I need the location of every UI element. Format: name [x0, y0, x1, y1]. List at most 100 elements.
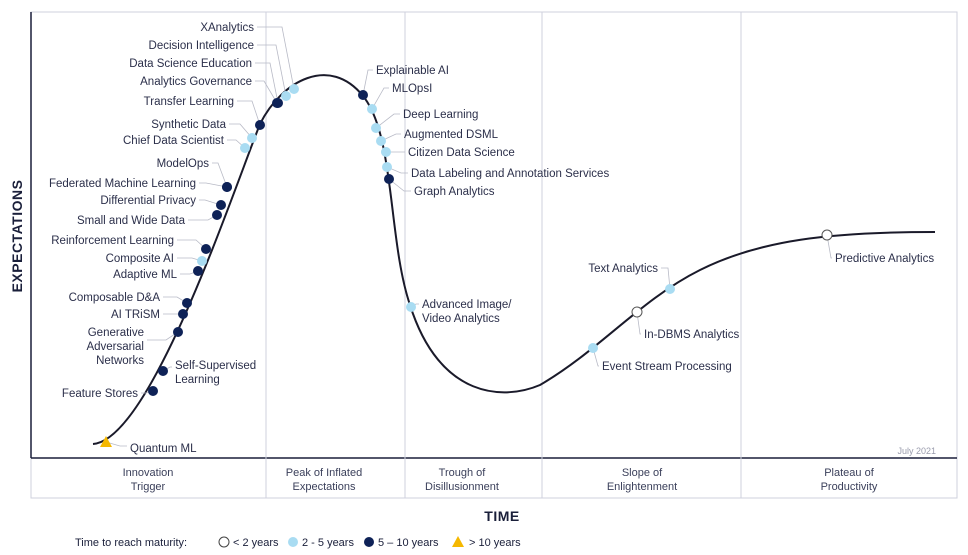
leader-explainable-ai [362, 69, 373, 96]
marker-text-analytics [665, 284, 675, 294]
label-federated-machine-learning: Federated Machine Learning [49, 178, 196, 190]
label-augmented-dsml: Augmented DSML [404, 129, 499, 141]
label-self-supervised-learning: Self-Supervised Learning [175, 360, 256, 386]
marker-augmented-dsml [376, 136, 386, 146]
marker-event-stream-processing [588, 343, 598, 353]
leader-text-analytics [661, 267, 671, 290]
label-event-stream-processing: Event Stream Processing [602, 361, 732, 373]
legend-lt2-label: < 2 years [233, 537, 279, 549]
label-synthetic-data: Synthetic Data [151, 119, 226, 131]
label-xanalytics: XAnalytics [200, 22, 254, 34]
marker-xanalytics [289, 84, 299, 94]
legend-gt10-marker [452, 536, 464, 547]
label-explainable-ai: Explainable AI [376, 65, 449, 77]
phase-peak-line2: Expectations [293, 481, 356, 493]
label-feature-stores: Feature Stores [62, 388, 138, 400]
phase-labels: Innovation Trigger Peak of Inflated Expe… [123, 467, 878, 493]
legend-5to10-label: 5 – 10 years [378, 537, 439, 549]
leader-xanalytics [257, 26, 295, 90]
marker-layer [100, 84, 833, 447]
label-differential-privacy: Differential Privacy [100, 195, 196, 207]
leader-mlopsi [371, 87, 389, 110]
legend-lt2-marker [218, 536, 230, 548]
label-layer: XAnalytics Decision Intelligence Data Scie… [49, 22, 934, 455]
marker-small-and-wide-data [212, 210, 222, 220]
label-composable-d-a: Composable D&A [69, 292, 161, 304]
leader-quantum-ml [105, 441, 127, 447]
marker-chief-data-scientist [240, 143, 250, 153]
label-citizen-data-science: Citizen Data Science [408, 147, 515, 159]
leader-modelops [212, 162, 228, 188]
marker-adaptive-ml [193, 266, 203, 276]
leader-decision-intelligence [257, 44, 287, 97]
leader-graph-analytics [388, 178, 411, 192]
y-axis-title: EXPECTATIONS [9, 180, 25, 293]
label-generative-adversarial-networks: Generative Adversarial Networks [86, 327, 144, 367]
leader-federated-machine-learning [199, 182, 228, 188]
leader-synthetic-data [229, 123, 253, 139]
marker-advanced-image-video-analytics [406, 302, 416, 312]
marker-self-supervised-learning [158, 366, 168, 376]
phase-plateau-line1: Plateau of [824, 467, 874, 479]
marker-composable-d-a [182, 298, 192, 308]
legend-gt10-label: > 10 years [469, 537, 521, 549]
legend-5to10-marker [364, 537, 374, 547]
leader-augmented-dsml [380, 133, 401, 142]
label-transfer-learning: Transfer Learning [144, 96, 234, 108]
label-analytics-governance: Analytics Governance [140, 76, 252, 88]
marker-generative-adversarial-networks [173, 327, 183, 337]
marker-synthetic-data [247, 133, 257, 143]
leader-data-labeling-and-annotation-services [386, 166, 408, 174]
legend-2to5-marker [288, 537, 298, 547]
marker-in-dbms-analytics [631, 306, 643, 318]
label-decision-intelligence: Decision Intelligence [149, 40, 254, 52]
label-advanced-image-video-analytics: Advanced Image/Video Analytics [422, 299, 512, 325]
marker-analytics-governance [272, 98, 282, 108]
marker-mlopsi [367, 104, 377, 114]
leader-analytics-governance [255, 80, 278, 104]
marker-ai-trism [178, 309, 188, 319]
label-small-and-wide-data: Small and Wide Data [77, 215, 186, 227]
phase-dividers [265, 12, 742, 498]
marker-reinforcement-learning [201, 244, 211, 254]
marker-deep-learning [371, 123, 381, 133]
x-axis-title: TIME [484, 508, 519, 524]
phase-innovation-line1: Innovation [123, 467, 174, 479]
date-stamp: July 2021 [897, 446, 936, 456]
marker-graph-analytics [384, 174, 394, 184]
phase-peak-line1: Peak of Inflated [286, 467, 362, 479]
legend-title: Time to reach maturity: [75, 537, 187, 549]
marker-feature-stores [148, 386, 158, 396]
marker-citizen-data-science [381, 147, 391, 157]
label-composite-ai: Composite AI [106, 253, 174, 265]
leader-transfer-learning [237, 100, 261, 126]
marker-differential-privacy [216, 200, 226, 210]
label-in-dbms-analytics: In-DBMS Analytics [644, 329, 739, 341]
label-text-analytics: Text Analytics [588, 263, 658, 275]
leader-predictive-analytics [826, 234, 832, 259]
leader-data-science-education [255, 62, 279, 104]
label-graph-analytics: Graph Analytics [414, 186, 495, 198]
marker-decision-intelligence [281, 91, 291, 101]
leader-in-dbms-analytics [636, 311, 641, 335]
label-reinforcement-learning: Reinforcement Learning [51, 235, 174, 247]
marker-composite-ai [197, 256, 207, 266]
label-adaptive-ml: Adaptive ML [113, 269, 178, 281]
marker-predictive-analytics [821, 229, 833, 241]
phase-plateau-line2: Productivity [821, 481, 878, 493]
label-ai-trism: AI TRiSM [111, 309, 160, 321]
label-data-labeling-and-annotation-services: Data Labeling and Annotation Services [411, 168, 609, 180]
phase-trough-line1: Trough of [439, 467, 487, 479]
marker-quantum-ml [100, 436, 112, 447]
marker-transfer-learning [255, 120, 265, 130]
phase-slope-line1: Slope of [622, 467, 663, 479]
label-mlopsi: MLOpsI [392, 83, 432, 95]
label-modelops: ModelOps [157, 158, 210, 170]
legend-2to5-label: 2 - 5 years [302, 537, 354, 549]
leader-event-stream-processing [592, 347, 599, 367]
marker-explainable-ai [358, 90, 368, 100]
leader-deep-learning [375, 113, 400, 129]
legend: Time to reach maturity: < 2 years 2 - 5 … [75, 536, 521, 549]
label-predictive-analytics: Predictive Analytics [835, 253, 934, 265]
